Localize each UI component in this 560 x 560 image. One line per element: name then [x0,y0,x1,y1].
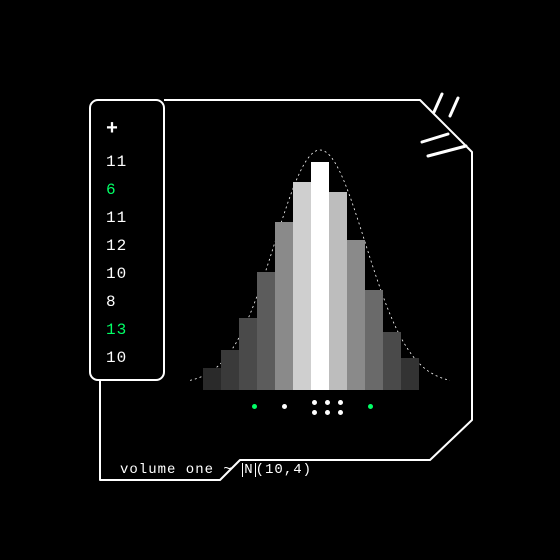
histogram-bar [257,272,275,390]
indicator-dot [312,410,317,415]
indicator-dot [312,400,317,405]
sidebar-value: 11 [106,148,166,176]
histogram-bar [329,192,347,390]
histogram-bar [383,332,401,390]
indicator-dot [252,404,257,409]
histogram-chart [190,130,450,390]
indicator-dot [338,400,343,405]
histogram-bar [365,290,383,390]
indicator-dot [368,404,373,409]
sidebar-value: 11 [106,204,166,232]
histogram-bar [239,318,257,390]
caption-prefix: volume one ~ [120,462,242,478]
histogram-bar [203,368,221,390]
histogram-bars [190,130,450,390]
caption-params: (10,4) [256,462,312,478]
sidebar-value: 10 [106,344,166,372]
stage: + 11611121081310 volume one ~ N(10,4) [0,0,560,560]
histogram-bar [293,182,311,390]
sidebar: + 11611121081310 [106,120,166,372]
indicator-dot [325,400,330,405]
histogram-bar [311,162,329,390]
sidebar-value: 8 [106,288,166,316]
add-icon[interactable]: + [106,120,166,140]
indicator-dot [325,410,330,415]
caption: volume one ~ N(10,4) [120,462,312,478]
sidebar-value: 6 [106,176,166,204]
caption-symbol: N [242,463,255,477]
histogram-bar [347,240,365,390]
sidebar-value: 12 [106,232,166,260]
sidebar-value: 10 [106,260,166,288]
histogram-bar [221,350,239,390]
histogram-bar [401,358,419,390]
sidebar-value: 13 [106,316,166,344]
indicator-dot [282,404,287,409]
indicator-dot [338,410,343,415]
histogram-bar [275,222,293,390]
dot-row [190,398,450,418]
